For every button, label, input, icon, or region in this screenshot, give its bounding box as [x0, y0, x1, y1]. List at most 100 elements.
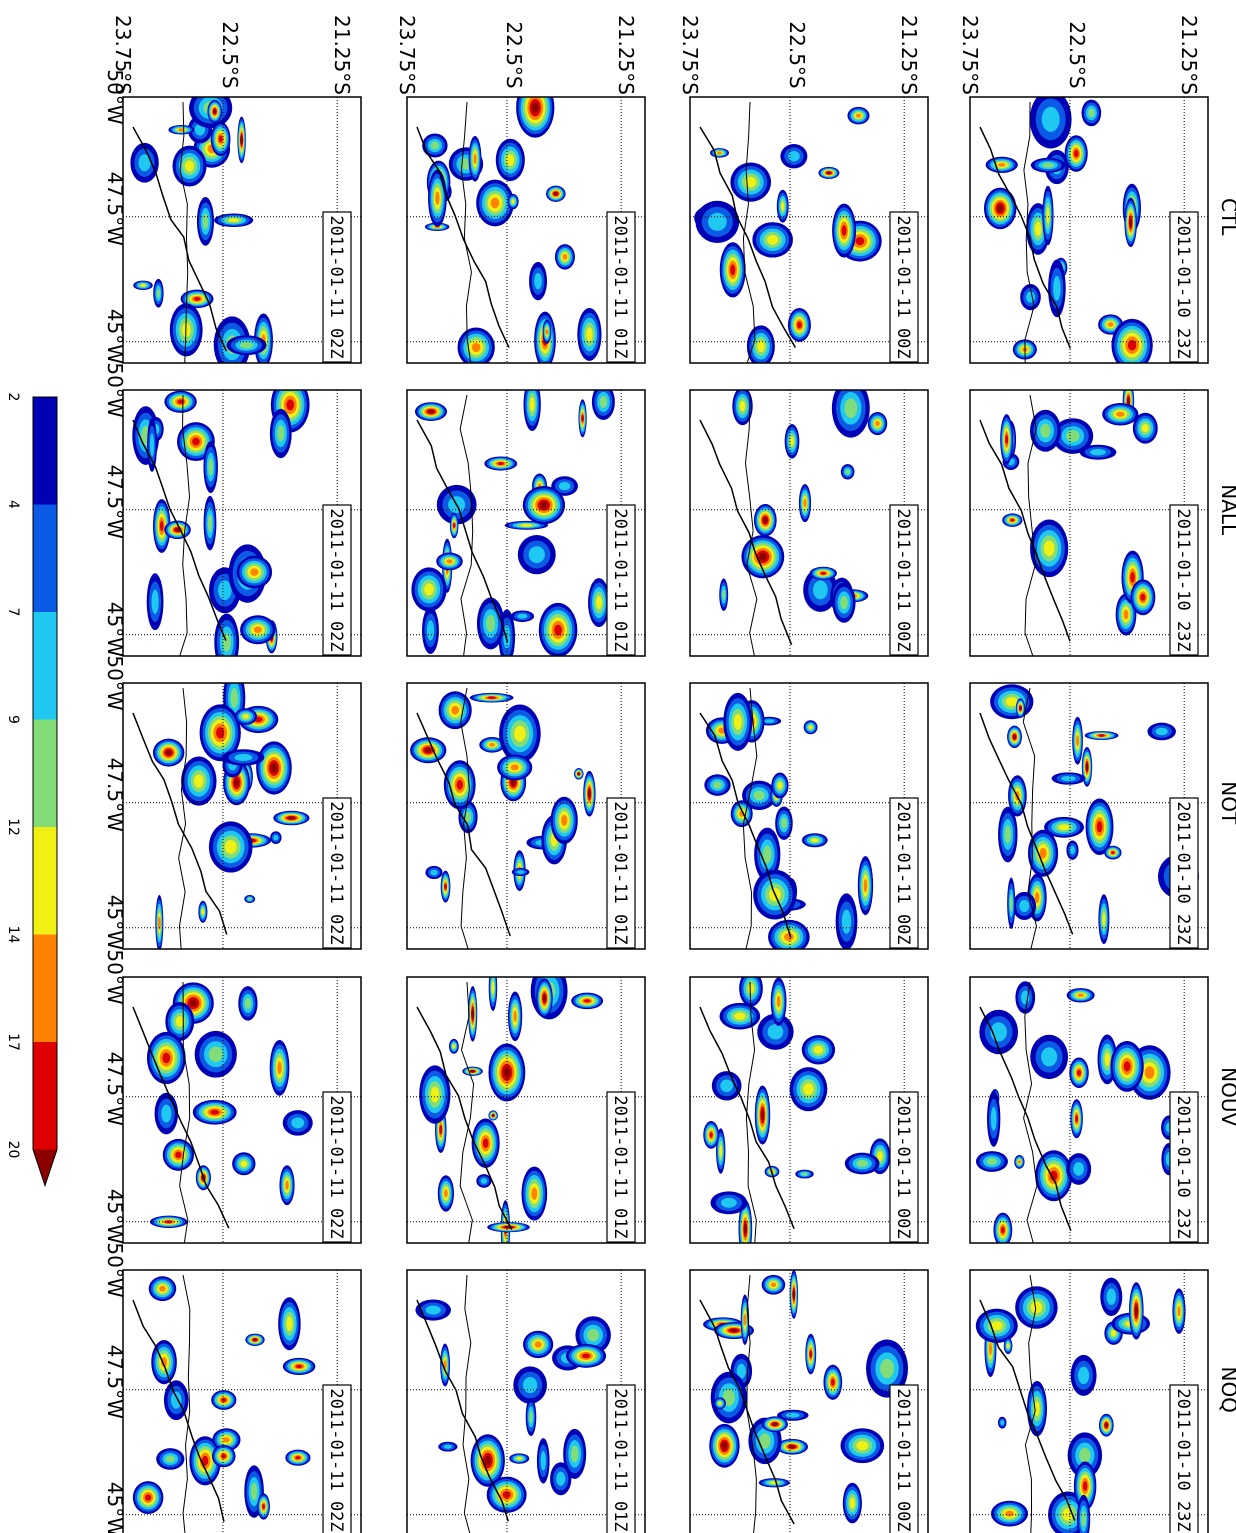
coastline	[132, 419, 227, 641]
timestamp-text: 2011-01-11 01Z	[610, 215, 630, 358]
precip-cell	[988, 1342, 992, 1356]
precip-cell	[1077, 993, 1084, 997]
precip-cell	[288, 816, 295, 820]
precip-cell	[1034, 221, 1042, 236]
precip-cell	[1127, 339, 1137, 351]
svg-text:20: 20	[5, 1141, 21, 1159]
map-panel: 2011-01-11 02Z	[122, 96, 362, 364]
map-panel: 2011-01-11 02Z	[122, 389, 362, 657]
precip-cell	[244, 997, 252, 1010]
lon-tick-label: 50°W	[103, 362, 127, 417]
precip-cell	[424, 583, 434, 596]
precip-cell	[424, 747, 432, 753]
precip-cell	[247, 897, 252, 901]
lon-tick-label: 50°W	[103, 655, 127, 710]
precip-cell	[743, 1223, 747, 1234]
precip-cell	[480, 1178, 488, 1184]
precip-cell	[1026, 291, 1035, 303]
precip-cell	[161, 1104, 172, 1123]
precip-cell	[875, 420, 880, 427]
lat-tick-label: 22.5°S	[785, 21, 809, 88]
precip-cell	[757, 340, 765, 353]
precip-cell	[1073, 149, 1079, 158]
coastline	[416, 1006, 513, 1230]
svg-text:50°W: 50°W	[103, 949, 127, 1004]
precip-cell	[786, 1412, 800, 1418]
precip-cell	[528, 546, 545, 564]
precip-cell	[534, 272, 542, 290]
timestamp-text: 2011-01-10 23Z	[1173, 508, 1193, 651]
precip-cell	[234, 753, 253, 761]
precip-cell	[446, 559, 453, 564]
precip-cell	[845, 469, 850, 475]
precip-cell	[586, 327, 593, 342]
precip-cell	[880, 1358, 895, 1379]
precip-cell	[1104, 1052, 1110, 1067]
precip-cell	[520, 523, 533, 527]
precip-cell	[513, 1010, 517, 1023]
timestamp-text: 2011-01-11 01Z	[610, 1095, 630, 1238]
precip-cell	[767, 234, 779, 245]
precip-cell	[161, 1357, 168, 1368]
timestamp-text: 2011-01-11 02Z	[326, 215, 346, 358]
coastline	[979, 126, 1072, 349]
precip-cell	[1126, 397, 1130, 405]
colorbar-tick-label: 20	[5, 1141, 21, 1159]
map-panel: 2011-01-11 02Z	[122, 976, 362, 1244]
map-panel: 2011-01-10 23Z	[969, 682, 1209, 950]
precip-cell	[456, 779, 463, 790]
precip-cell	[208, 458, 214, 476]
precip-cell	[767, 1024, 784, 1040]
precip-cell	[439, 1124, 443, 1135]
precip-cell	[175, 528, 180, 532]
precip-cell	[587, 1328, 600, 1342]
svg-text:NOT: NOT	[1217, 781, 1236, 825]
precip-cell	[1088, 108, 1095, 118]
precip-cell	[1041, 1047, 1058, 1067]
precip-cell	[175, 1151, 182, 1159]
map-panel: 2011-01-11 01Z	[406, 682, 646, 950]
precip-cell	[722, 1388, 735, 1407]
coastline	[132, 712, 228, 935]
precip-cell	[587, 789, 591, 798]
coastline	[416, 126, 510, 348]
precip-cell	[487, 696, 497, 700]
lon-tick-label: 50°W	[103, 1242, 127, 1297]
svg-text:21.25°S: 21.25°S	[330, 15, 354, 95]
precip-cell	[218, 580, 232, 601]
precip-cell	[558, 481, 571, 491]
precip-cell	[239, 341, 254, 349]
lat-tick-label: 23.75°S	[111, 15, 135, 95]
precip-cell	[159, 520, 164, 532]
state-border	[746, 1274, 757, 1533]
precip-cell	[482, 1138, 489, 1149]
svg-text:14: 14	[5, 926, 21, 944]
lat-tick-label: 22.5°S	[218, 21, 242, 88]
precip-cell	[730, 264, 736, 276]
precip-cell	[295, 1364, 303, 1369]
state-border	[1022, 687, 1037, 949]
lat-tick-label: 21.25°S	[330, 15, 354, 95]
state-border	[742, 687, 758, 949]
map-panel: 2011-01-10 23Z	[969, 96, 1209, 364]
svg-text:22.5°S: 22.5°S	[1065, 21, 1089, 88]
precip-cell	[277, 425, 285, 442]
precip-cell	[210, 1109, 220, 1115]
colorbar-segment	[33, 934, 57, 1042]
svg-text:NOUV: NOUV	[1217, 1067, 1236, 1126]
svg-text:NOQ: NOQ	[1217, 1366, 1236, 1412]
state-border	[179, 101, 189, 363]
svg-text:47.5°W: 47.5°W	[103, 1052, 127, 1127]
precip-cell	[1076, 735, 1080, 747]
precip-cell	[1155, 727, 1168, 736]
precip-cell	[570, 1445, 579, 1463]
precip-cell	[1005, 434, 1009, 445]
map-panel: 2011-01-11 00Z	[689, 1269, 929, 1533]
precip-cell	[997, 204, 1004, 213]
experiment-label: CTL	[1217, 198, 1236, 236]
map-panel: 2011-01-11 01Z	[406, 389, 646, 657]
precip-cell	[540, 501, 548, 509]
colorbar-segment	[33, 504, 57, 612]
svg-text:CTL: CTL	[1217, 198, 1236, 236]
precip-cell	[1129, 218, 1133, 227]
